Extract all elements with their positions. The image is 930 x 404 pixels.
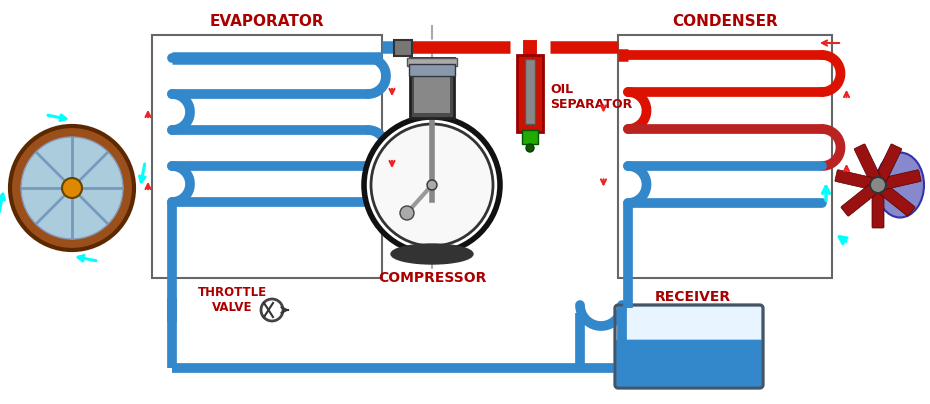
Circle shape xyxy=(261,299,283,321)
Text: THROTTLE
VALVE: THROTTLE VALVE xyxy=(197,286,267,314)
FancyBboxPatch shape xyxy=(872,184,884,228)
Circle shape xyxy=(526,144,534,152)
Bar xyxy=(517,55,543,132)
Text: CONDENSER: CONDENSER xyxy=(672,15,777,29)
FancyBboxPatch shape xyxy=(615,305,763,388)
Circle shape xyxy=(870,177,886,193)
FancyBboxPatch shape xyxy=(876,170,921,191)
FancyBboxPatch shape xyxy=(874,180,915,216)
Bar xyxy=(414,63,450,113)
FancyBboxPatch shape xyxy=(835,170,880,191)
Text: EVAPORATOR: EVAPORATOR xyxy=(209,15,325,29)
Circle shape xyxy=(427,180,437,190)
Text: COMPRESSOR: COMPRESSOR xyxy=(378,271,486,285)
Circle shape xyxy=(364,117,500,253)
Text: OIL
SEPARATOR: OIL SEPARATOR xyxy=(550,83,632,111)
FancyBboxPatch shape xyxy=(872,144,902,188)
Circle shape xyxy=(21,137,123,239)
Bar xyxy=(409,64,455,76)
FancyBboxPatch shape xyxy=(841,180,883,216)
Circle shape xyxy=(62,178,82,198)
Bar xyxy=(152,35,382,278)
Bar xyxy=(525,59,535,124)
Ellipse shape xyxy=(391,244,473,264)
FancyBboxPatch shape xyxy=(615,340,763,388)
Bar xyxy=(407,58,457,66)
Bar xyxy=(410,58,454,118)
Ellipse shape xyxy=(876,152,924,217)
FancyBboxPatch shape xyxy=(855,144,884,188)
Bar xyxy=(394,40,412,56)
Bar xyxy=(522,130,538,144)
Bar xyxy=(618,35,832,278)
Text: RECEIVER: RECEIVER xyxy=(655,290,731,304)
Circle shape xyxy=(371,124,493,246)
Circle shape xyxy=(10,126,134,250)
Circle shape xyxy=(400,206,414,220)
